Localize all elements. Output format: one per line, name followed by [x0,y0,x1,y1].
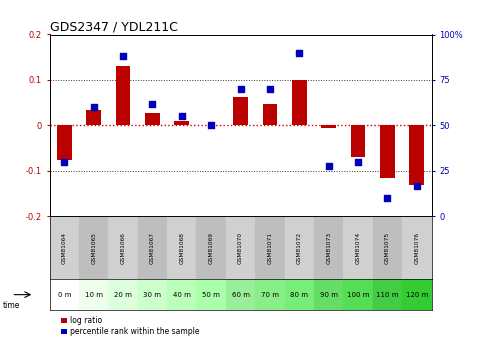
Point [325,163,333,168]
Bar [167,216,196,279]
Bar [226,216,255,279]
Point [178,114,186,119]
Bar [50,279,79,310]
Bar [380,126,395,178]
Bar [108,279,138,310]
Text: GDS2347 / YDL211C: GDS2347 / YDL211C [50,20,178,33]
Bar [167,279,196,310]
Point [383,196,391,201]
Bar [321,126,336,128]
Point [90,105,98,110]
Bar [410,126,424,185]
Bar [79,216,108,279]
Text: time: time [2,301,20,310]
Bar [314,279,343,310]
Bar [343,216,373,279]
Text: GSM81070: GSM81070 [238,231,243,264]
Text: GSM81067: GSM81067 [150,232,155,264]
Text: 90 m: 90 m [320,292,338,298]
Bar [262,104,277,126]
Text: 110 m: 110 m [376,292,399,298]
Bar [196,216,226,279]
Text: GSM81068: GSM81068 [179,232,185,264]
Text: 10 m: 10 m [85,292,103,298]
Bar [255,216,285,279]
Bar [138,279,167,310]
Bar [285,279,314,310]
Point [119,53,127,59]
Bar [292,80,307,126]
Bar [108,216,138,279]
Text: GSM81072: GSM81072 [297,231,302,264]
Bar [351,126,366,157]
Text: 60 m: 60 m [232,292,249,298]
Bar [402,216,432,279]
Point [413,183,421,188]
Point [354,159,362,165]
Text: GSM81073: GSM81073 [326,231,331,264]
Bar [343,279,373,310]
Bar [226,279,255,310]
Point [61,159,68,165]
Bar [86,110,101,126]
Text: GSM81069: GSM81069 [209,232,214,264]
Text: GSM81074: GSM81074 [356,231,361,264]
Bar [373,279,402,310]
Point [266,86,274,92]
Bar [373,216,402,279]
Bar [233,97,248,126]
Bar [285,216,314,279]
Text: GSM81071: GSM81071 [267,232,272,264]
Bar [138,216,167,279]
Point [207,123,215,128]
Text: 0 m: 0 m [58,292,71,298]
Text: GSM81064: GSM81064 [62,232,67,264]
Bar [175,121,189,126]
Text: 30 m: 30 m [143,292,161,298]
Text: 120 m: 120 m [406,292,428,298]
Bar [79,279,108,310]
Point [148,101,156,106]
Text: 80 m: 80 m [290,292,309,298]
Text: GSM81066: GSM81066 [121,232,125,264]
Bar [196,279,226,310]
Text: 100 m: 100 m [347,292,370,298]
Text: 40 m: 40 m [173,292,191,298]
Bar [50,216,79,279]
Text: 70 m: 70 m [261,292,279,298]
Text: GSM81076: GSM81076 [414,232,419,264]
Point [237,86,245,92]
Bar [255,279,285,310]
Text: GSM81065: GSM81065 [91,232,96,264]
Legend: log ratio, percentile rank within the sample: log ratio, percentile rank within the sa… [61,316,200,336]
Text: 20 m: 20 m [114,292,132,298]
Text: 50 m: 50 m [202,292,220,298]
Bar [402,279,432,310]
Text: GSM81075: GSM81075 [385,231,390,264]
Bar [116,66,130,126]
Point [295,50,303,56]
Bar [145,113,160,126]
Bar [57,126,71,160]
Bar [314,216,343,279]
